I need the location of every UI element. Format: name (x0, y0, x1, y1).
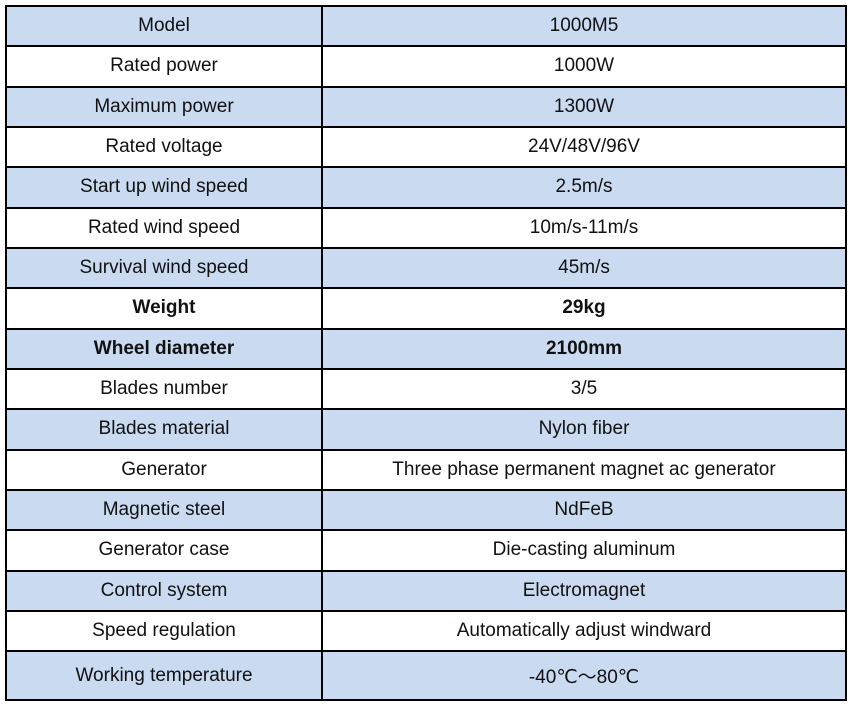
spec-value-cell: Nylon fiber (321, 408, 847, 451)
spec-value-cell: NdFeB (321, 488, 847, 532)
spec-label-cell: Rated wind speed (5, 206, 323, 249)
spec-value-cell: 45m/s (321, 246, 847, 290)
spec-value-cell: Die-casting aluminum (321, 529, 847, 572)
spec-row: Model 1000M5 (5, 4, 847, 48)
spec-table-body: Model 1000M5 Rated power 1000W Maximum p… (5, 4, 847, 701)
spec-row: Blades number 3/5 (5, 367, 847, 411)
spec-label-cell: Wheel diameter (5, 327, 323, 370)
spec-row: Survival wind speed 45m/s (5, 246, 847, 290)
spec-row: Wheel diameter 2100mm (5, 327, 847, 370)
spec-row: Generator Three phase permanent magnet a… (5, 448, 847, 491)
spec-row: Rated wind speed 10m/s-11m/s (5, 206, 847, 249)
spec-value-cell: 1000M5 (321, 4, 847, 48)
spec-value-cell: 10m/s-11m/s (321, 206, 847, 249)
spec-value-cell: -40℃～80℃ (321, 650, 847, 701)
spec-value-cell: Electromagnet (321, 569, 847, 612)
spec-table: Model 1000M5 Rated power 1000W Maximum p… (5, 4, 847, 701)
spec-row: Magnetic steel NdFeB (5, 488, 847, 532)
spec-value-cell: 24V/48V/96V (321, 125, 847, 169)
spec-label-cell: Generator case (5, 529, 323, 572)
spec-row: Generator case Die-casting aluminum (5, 529, 847, 572)
spec-row: Rated power 1000W (5, 45, 847, 88)
spec-label-cell: Rated voltage (5, 125, 323, 169)
spec-value-cell: Three phase permanent magnet ac generato… (321, 448, 847, 491)
spec-row: Rated voltage 24V/48V/96V (5, 125, 847, 169)
spec-row: Control system Electromagnet (5, 569, 847, 612)
spec-row: Working temperature -40℃～80℃ (5, 650, 847, 701)
spec-value-cell: 1300W (321, 85, 847, 128)
spec-value-cell: 2.5m/s (321, 166, 847, 209)
spec-label-cell: Survival wind speed (5, 246, 323, 290)
spec-row: Start up wind speed 2.5m/s (5, 166, 847, 209)
spec-row: Blades material Nylon fiber (5, 408, 847, 451)
spec-label-cell: Magnetic steel (5, 488, 323, 532)
spec-row: Weight 29kg (5, 287, 847, 330)
spec-label-cell: Model (5, 4, 323, 48)
spec-label-cell: Rated power (5, 45, 323, 88)
spec-label-cell: Blades material (5, 408, 323, 451)
spec-value-cell: Automatically adjust windward (321, 609, 847, 653)
spec-row: Speed regulation Automatically adjust wi… (5, 609, 847, 653)
spec-label-cell: Control system (5, 569, 323, 612)
spec-label-cell: Weight (5, 287, 323, 330)
spec-label-cell: Speed regulation (5, 609, 323, 653)
spec-label-cell: Generator (5, 448, 323, 491)
spec-label-cell: Blades number (5, 367, 323, 411)
spec-value-cell: 3/5 (321, 367, 847, 411)
spec-value-cell: 2100mm (321, 327, 847, 370)
spec-label-cell: Working temperature (5, 650, 323, 701)
spec-value-cell: 29kg (321, 287, 847, 330)
spec-row: Maximum power 1300W (5, 85, 847, 128)
spec-label-cell: Start up wind speed (5, 166, 323, 209)
spec-value-cell: 1000W (321, 45, 847, 88)
spec-label-cell: Maximum power (5, 85, 323, 128)
